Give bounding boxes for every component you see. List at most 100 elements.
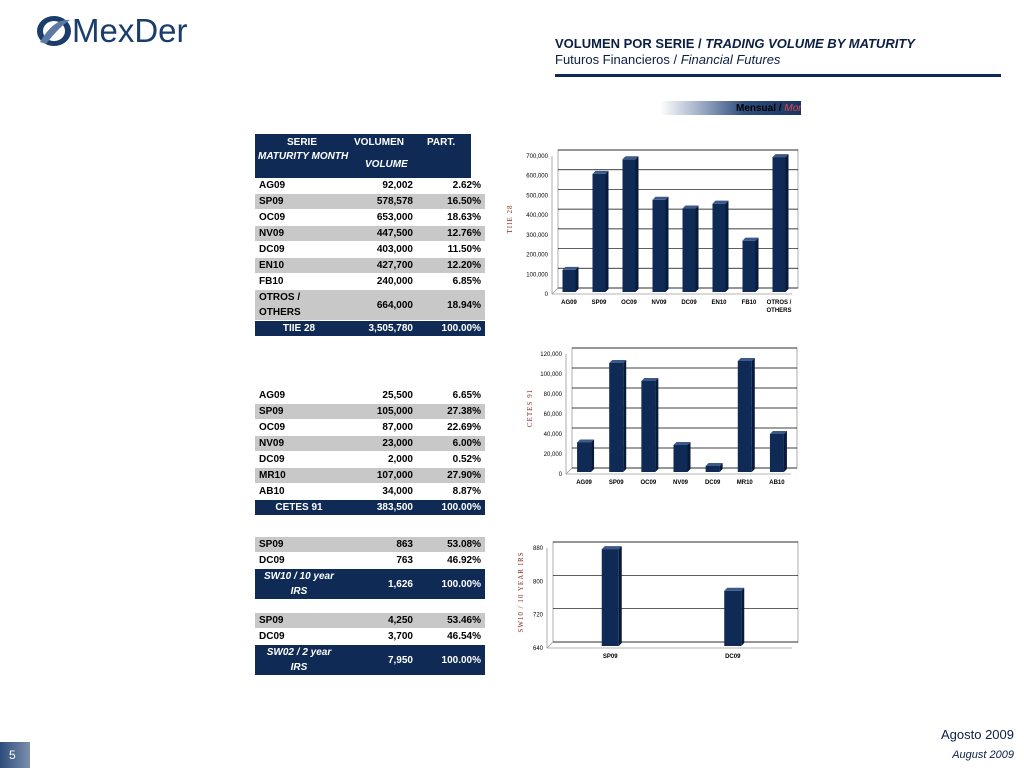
bar-side <box>741 587 745 646</box>
header-volumen: VOLUMEN <box>354 137 404 148</box>
bar-side <box>785 154 789 292</box>
period-banner <box>660 101 801 115</box>
y-tick-label: 640 <box>533 646 544 652</box>
footer-date-es: Agosto 2009 <box>940 727 1014 742</box>
table-row: SP09 105,000 27.38% <box>255 403 485 420</box>
table-row: EN10 427,700 12.20% <box>255 257 485 274</box>
bar <box>724 590 742 646</box>
table-row: OC09 653,000 18.63% <box>255 209 485 226</box>
bar <box>742 240 756 292</box>
table-total-row: SW10 / 10 year IRS 1,626 100.00% <box>255 568 485 600</box>
bar-top <box>705 463 723 466</box>
floor-edge <box>546 641 554 649</box>
bar-side <box>687 442 691 472</box>
bar-side <box>635 156 639 292</box>
y-axis-label: SW10 / 10 YEAR IRS <box>517 551 525 632</box>
sw10-chart: 640 720 800 880 SW10 / 10 YEAR IRS SP09 DC09 <box>517 541 799 660</box>
bar-top <box>742 237 759 241</box>
y-tick-label: 300,000 <box>526 233 548 239</box>
bar-top <box>673 442 691 445</box>
tiie28-table: AG09 92,002 2.62% SP09 578,578 16.50% OC09 65… <box>255 178 485 337</box>
header-maturity: MATURITY MONTH <box>258 151 349 162</box>
bar <box>592 173 606 292</box>
x-tick-label: FB10 <box>742 300 757 306</box>
table-row: SP09 578,578 16.50% <box>255 193 485 210</box>
table-row: AB10 34,000 8.87% <box>255 483 485 500</box>
y-tick-label: 40,000 <box>544 432 563 438</box>
y-tick-label: 100,000 <box>526 272 548 278</box>
bar-top <box>682 205 699 209</box>
sw10-table: SP09 863 53.08% DC09 763 46.92% SW10 / 10 ye… <box>255 537 485 600</box>
floor-edge <box>565 467 573 475</box>
bar-top <box>712 200 729 204</box>
bar-side <box>725 200 729 292</box>
bar <box>562 269 576 292</box>
bar-side <box>755 237 759 292</box>
bar <box>652 199 666 292</box>
table-row: AG09 92,002 2.62% <box>255 178 485 194</box>
header-volume: VOLUME <box>365 159 408 170</box>
x-tick-label: AG09 <box>561 300 577 306</box>
bar <box>737 361 752 472</box>
bar-top <box>772 154 789 158</box>
bar <box>622 159 636 292</box>
table-row: SP09 4,250 53.46% <box>255 613 485 629</box>
x-tick-label: AG09 <box>576 480 592 486</box>
header-divider <box>555 74 1001 77</box>
y-tick-label: 60,000 <box>544 412 563 418</box>
table-row: FB10 240,000 6.85% <box>255 273 485 290</box>
bar <box>601 549 619 646</box>
table-row: SP09 863 53.08% <box>255 537 485 553</box>
bar-side <box>751 358 755 472</box>
bar-side <box>623 360 627 472</box>
bar-top <box>562 266 579 270</box>
y-tick-label: 200,000 <box>526 253 548 259</box>
y-tick-label: 800 <box>533 579 544 585</box>
y-tick-label: 500,000 <box>526 193 548 199</box>
mexder-logo-icon <box>37 16 71 46</box>
x-tick-label: NV09 <box>651 300 667 306</box>
table-row: NV09 447,500 12.76% <box>255 225 485 242</box>
table-header: SERIE MATURITY MONTH VOLUMEN VOLUME PART… <box>255 134 471 178</box>
page-number: 5 <box>0 742 30 768</box>
bar <box>682 208 696 292</box>
x-tick-label: NV09 <box>673 480 689 486</box>
table-row: OC09 87,000 22.69% <box>255 419 485 436</box>
table-row: OTROS / OTHERS 664,000 18.94% <box>255 289 485 321</box>
x-tick-label: OTHERS <box>766 308 791 314</box>
bar-side <box>655 378 659 472</box>
bar-top <box>641 378 659 381</box>
bar-top <box>724 587 745 591</box>
logo-wordmark: MexDer <box>72 12 188 49</box>
sw02-table: SP09 4,250 53.46% DC09 3,700 46.54% SW02 / 2… <box>255 613 485 676</box>
bar-top <box>737 358 755 361</box>
table-row: DC09 3,700 46.54% <box>255 628 485 645</box>
y-tick-label: 80,000 <box>544 392 563 398</box>
bar <box>673 445 688 472</box>
cetes91-chart: 0 20,000 40,000 60,000 80,000 100,000 120,000 C… <box>526 347 798 486</box>
bar-side <box>575 266 579 292</box>
plot-area <box>552 541 799 643</box>
footer-date-en: August 2009 <box>952 749 1014 761</box>
bar-side <box>783 431 787 472</box>
x-tick-label: DC09 <box>681 300 697 306</box>
table-row: DC09 2,000 0.52% <box>255 451 485 468</box>
table-total-row: SW02 / 2 year IRS 7,950 100.00% <box>255 644 485 676</box>
tiie28-chart: 0 100,000 200,000 300,000 400,000 500,000 600,… <box>506 149 799 314</box>
table-row: MR10 107,000 27.90% <box>255 467 485 484</box>
x-tick-label: SP09 <box>592 300 607 306</box>
table-row: DC09 763 46.92% <box>255 552 485 569</box>
y-tick-label: 720 <box>533 613 544 619</box>
bar <box>705 466 720 472</box>
bar-top <box>601 546 622 550</box>
x-tick-label: SP09 <box>603 654 618 660</box>
bar <box>772 157 786 292</box>
page-title: VOLUMEN POR SERIE / TRADING VOLUME BY MA… <box>555 36 915 51</box>
x-tick-label: OTROS / <box>767 300 792 306</box>
y-tick-label: 880 <box>533 546 544 552</box>
table-row: AG09 25,500 6.65% <box>255 388 485 404</box>
x-tick-label: DC09 <box>705 480 721 486</box>
bar-side <box>665 196 669 292</box>
y-axis-label: TIIE 28 <box>506 205 514 234</box>
bar-side <box>618 546 622 646</box>
